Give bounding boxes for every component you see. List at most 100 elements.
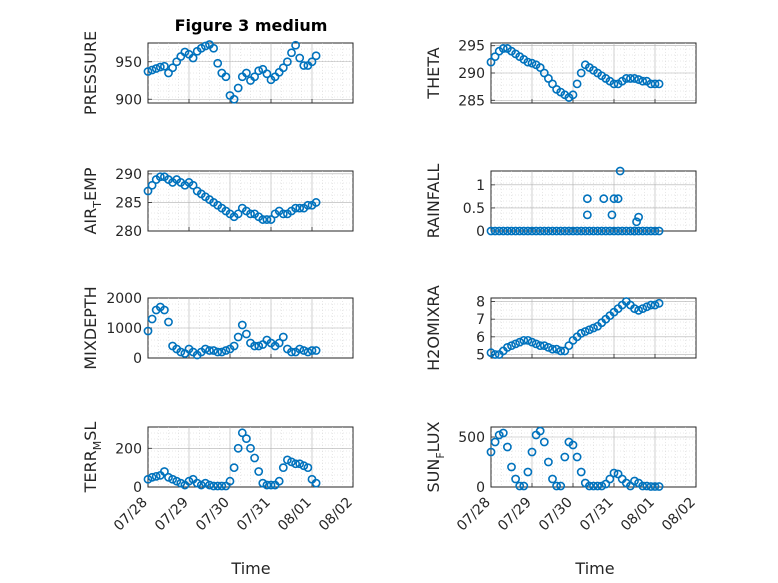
data-point: [155, 62, 165, 72]
data-point: [621, 74, 631, 83]
panel-theta: 285 290 295 THETA: [424, 39, 697, 109]
data-point: [205, 480, 214, 490]
data-point: [539, 341, 549, 351]
data-point: [254, 66, 264, 76]
data-point: [486, 348, 496, 358]
data-point: [626, 226, 635, 236]
data-point: [646, 226, 656, 236]
data-point: [544, 226, 553, 236]
data-point: [291, 40, 300, 50]
data-point: [225, 476, 235, 486]
data-point: [266, 215, 276, 224]
data-point: [164, 472, 173, 482]
data-point: [274, 476, 284, 486]
data-point: [632, 217, 641, 227]
data-point: [527, 226, 537, 236]
data-point: [502, 343, 512, 352]
data-point: [486, 226, 496, 236]
data-point: [638, 481, 648, 491]
data-point: [262, 215, 272, 224]
data-point: [548, 474, 557, 484]
data-point: [593, 481, 602, 491]
y-tick-label: 290: [458, 66, 485, 82]
y-tick-label: 290: [115, 167, 142, 183]
data-point: [560, 452, 570, 462]
data-point: [229, 341, 239, 351]
y-tick-label: 6: [476, 330, 485, 346]
data-point: [568, 440, 578, 450]
data-point: [502, 226, 512, 236]
data-point: [552, 226, 561, 236]
data-point: [164, 317, 173, 327]
x-tick-label: 08/02: [316, 495, 356, 535]
data-point: [295, 203, 305, 213]
data-point: [151, 471, 161, 481]
data-point: [564, 226, 574, 236]
data-point: [233, 443, 243, 453]
data-point: [634, 226, 643, 236]
data-point: [593, 226, 602, 236]
y-tick-label: 0: [476, 224, 485, 240]
data-point: [544, 74, 553, 83]
data-point: [278, 63, 288, 73]
data-point: [621, 226, 631, 236]
data-point: [515, 337, 525, 347]
data-point: [523, 467, 533, 477]
data-point: [241, 329, 251, 339]
data-point: [654, 482, 664, 491]
data-point: [229, 94, 239, 104]
data-point: [613, 226, 623, 236]
data-point: [597, 481, 607, 491]
data-point: [147, 314, 157, 324]
data-point: [572, 452, 582, 462]
data-point: [147, 65, 157, 75]
y-axis-label-pressure: PRESSURE: [81, 31, 100, 115]
data-point: [303, 200, 313, 210]
data-point: [502, 442, 512, 452]
y-axis-label-sun_flux: SUNFLUX: [424, 421, 447, 492]
data-point: [523, 226, 533, 236]
data-point: [278, 209, 288, 219]
data-point: [217, 481, 227, 491]
data-point: [209, 43, 218, 53]
data-point: [589, 481, 598, 491]
data-point: [143, 326, 153, 336]
y-tick-label: 5: [476, 347, 485, 363]
data-point: [498, 428, 508, 438]
y-tick-label: 200: [115, 441, 142, 457]
data-point: [519, 335, 529, 345]
data-point: [307, 57, 317, 67]
data-point: [539, 226, 549, 236]
data-point: [200, 344, 210, 354]
data-point: [498, 44, 508, 53]
y-axis-label-h2omixra: H2OMIXRA: [424, 285, 443, 371]
data-point: [548, 344, 557, 354]
data-point: [143, 67, 153, 76]
data-point: [176, 478, 186, 488]
data-point: [650, 226, 660, 236]
data-point: [582, 210, 592, 220]
x-tick-label: 07/30: [536, 495, 576, 535]
x-tick-label: 07/29: [495, 495, 535, 535]
data-point: [560, 226, 570, 236]
data-point: [176, 347, 186, 357]
data-point: [650, 482, 660, 491]
y-axis-label-terr_msl: TERRMSL: [81, 422, 104, 494]
data-point: [233, 332, 243, 342]
y-tick-label: 0.5: [463, 201, 485, 217]
x-axis-label-left: Time: [230, 559, 270, 578]
data-point: [311, 198, 321, 207]
data-point: [634, 305, 643, 315]
data-point: [605, 226, 615, 236]
data-point: [535, 226, 545, 236]
data-point: [278, 463, 288, 473]
panel-h2omixra: 56 78 H2OMIXRA: [424, 285, 697, 371]
data-point: [601, 226, 611, 236]
data-point: [233, 83, 243, 93]
data-point: [556, 226, 566, 236]
data-point: [233, 209, 243, 219]
data-point: [311, 346, 321, 355]
data-point: [159, 305, 169, 315]
data-point: [486, 447, 496, 457]
data-point: [291, 203, 300, 213]
